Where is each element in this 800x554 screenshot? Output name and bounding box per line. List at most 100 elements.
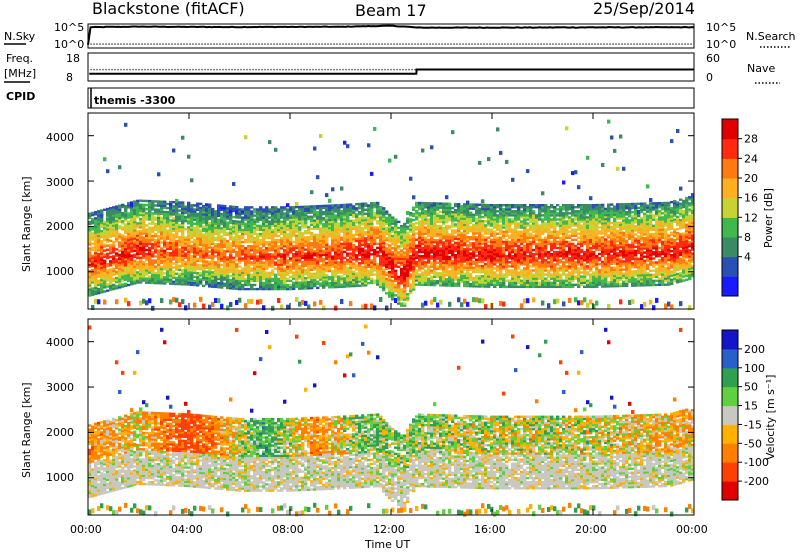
power-cell [358,231,362,234]
power-cell [235,228,239,231]
power-cell [298,205,302,209]
power-cell [151,242,155,246]
power-cell [94,270,98,273]
power-cell [451,251,455,255]
power-cell [436,228,440,232]
power-cell [178,213,182,216]
power-cell [328,216,332,220]
power-cell [133,227,137,230]
power-cell [220,204,224,207]
power-cell [442,245,446,248]
power-cell [112,257,116,260]
power-cell [487,220,491,223]
power-cell [268,261,272,264]
power-cell [403,263,407,266]
power-cell [367,261,371,264]
power-cell [388,240,392,243]
power-cell [181,264,185,268]
power-cell [160,225,164,228]
power-cell [166,233,170,236]
power-cell [151,222,155,225]
power-cell [136,232,140,235]
power-cell [127,253,131,256]
power-cell [121,214,125,217]
power-cell [166,235,170,238]
power-cell [370,234,374,238]
power-cell [292,214,296,217]
power-cell [409,236,413,239]
power-cell [157,224,161,228]
power-cell [310,205,314,208]
power-cell [184,254,188,257]
power-cell [484,205,488,209]
power-cell [121,244,125,247]
power-cell [490,261,494,264]
power-cell [238,234,242,238]
power-cell [205,278,209,282]
power-cell [424,257,428,260]
power-cell [217,281,221,285]
power-cell [229,281,233,284]
power-cell [403,241,407,244]
power-cell [379,244,383,248]
power-cell [184,256,188,260]
power-cell [160,220,164,224]
power-cell [307,256,311,259]
power-cell [238,251,242,254]
power-cell [397,253,401,256]
power-cell [142,220,146,223]
power-cell [160,216,164,220]
power-cell [274,285,278,289]
power-cell [205,282,209,286]
power-cell [328,269,332,273]
power-cell [316,221,320,224]
power-cell [322,274,326,277]
power-cell [112,214,116,217]
power-cell [196,247,200,250]
power-cell [382,276,386,279]
power-cell [181,203,185,206]
power-cell [331,279,335,283]
power-cell [295,234,299,237]
power-cell [160,255,164,258]
power-cell [346,258,350,262]
power-cell [436,251,440,254]
power-cell [367,230,371,234]
power-cell [364,271,368,275]
power-cell [223,272,227,275]
power-cell [433,263,437,266]
power-cell [352,223,356,226]
power-cell [94,229,98,232]
power-cell [184,273,188,276]
power-cell [175,256,179,259]
power-cell [211,275,215,278]
power-cell [112,210,116,213]
power-cell [364,261,368,265]
power-cell [313,250,317,253]
power-cell [301,209,305,213]
power-cell [205,205,209,208]
power-cell [181,252,185,255]
power-cell [97,273,101,276]
power-cell [469,282,473,286]
power-cell [370,242,374,246]
power-cell [454,229,458,232]
power-cell [184,248,188,251]
power-cell [172,219,176,222]
power-cell [184,266,188,270]
power-cell [412,206,416,209]
power-cell [100,254,104,257]
power-cell [91,293,95,296]
power-cell [172,258,176,261]
power-cell [91,291,95,294]
power-cell [250,279,254,283]
power-cell [382,223,386,226]
power-cell [265,287,269,291]
power-cell [259,261,263,264]
power-cell [112,226,116,229]
power-cell [436,220,440,224]
power-cell [214,277,218,280]
power-cell [364,267,368,271]
power-cell [316,215,320,218]
power-cell [124,217,128,220]
